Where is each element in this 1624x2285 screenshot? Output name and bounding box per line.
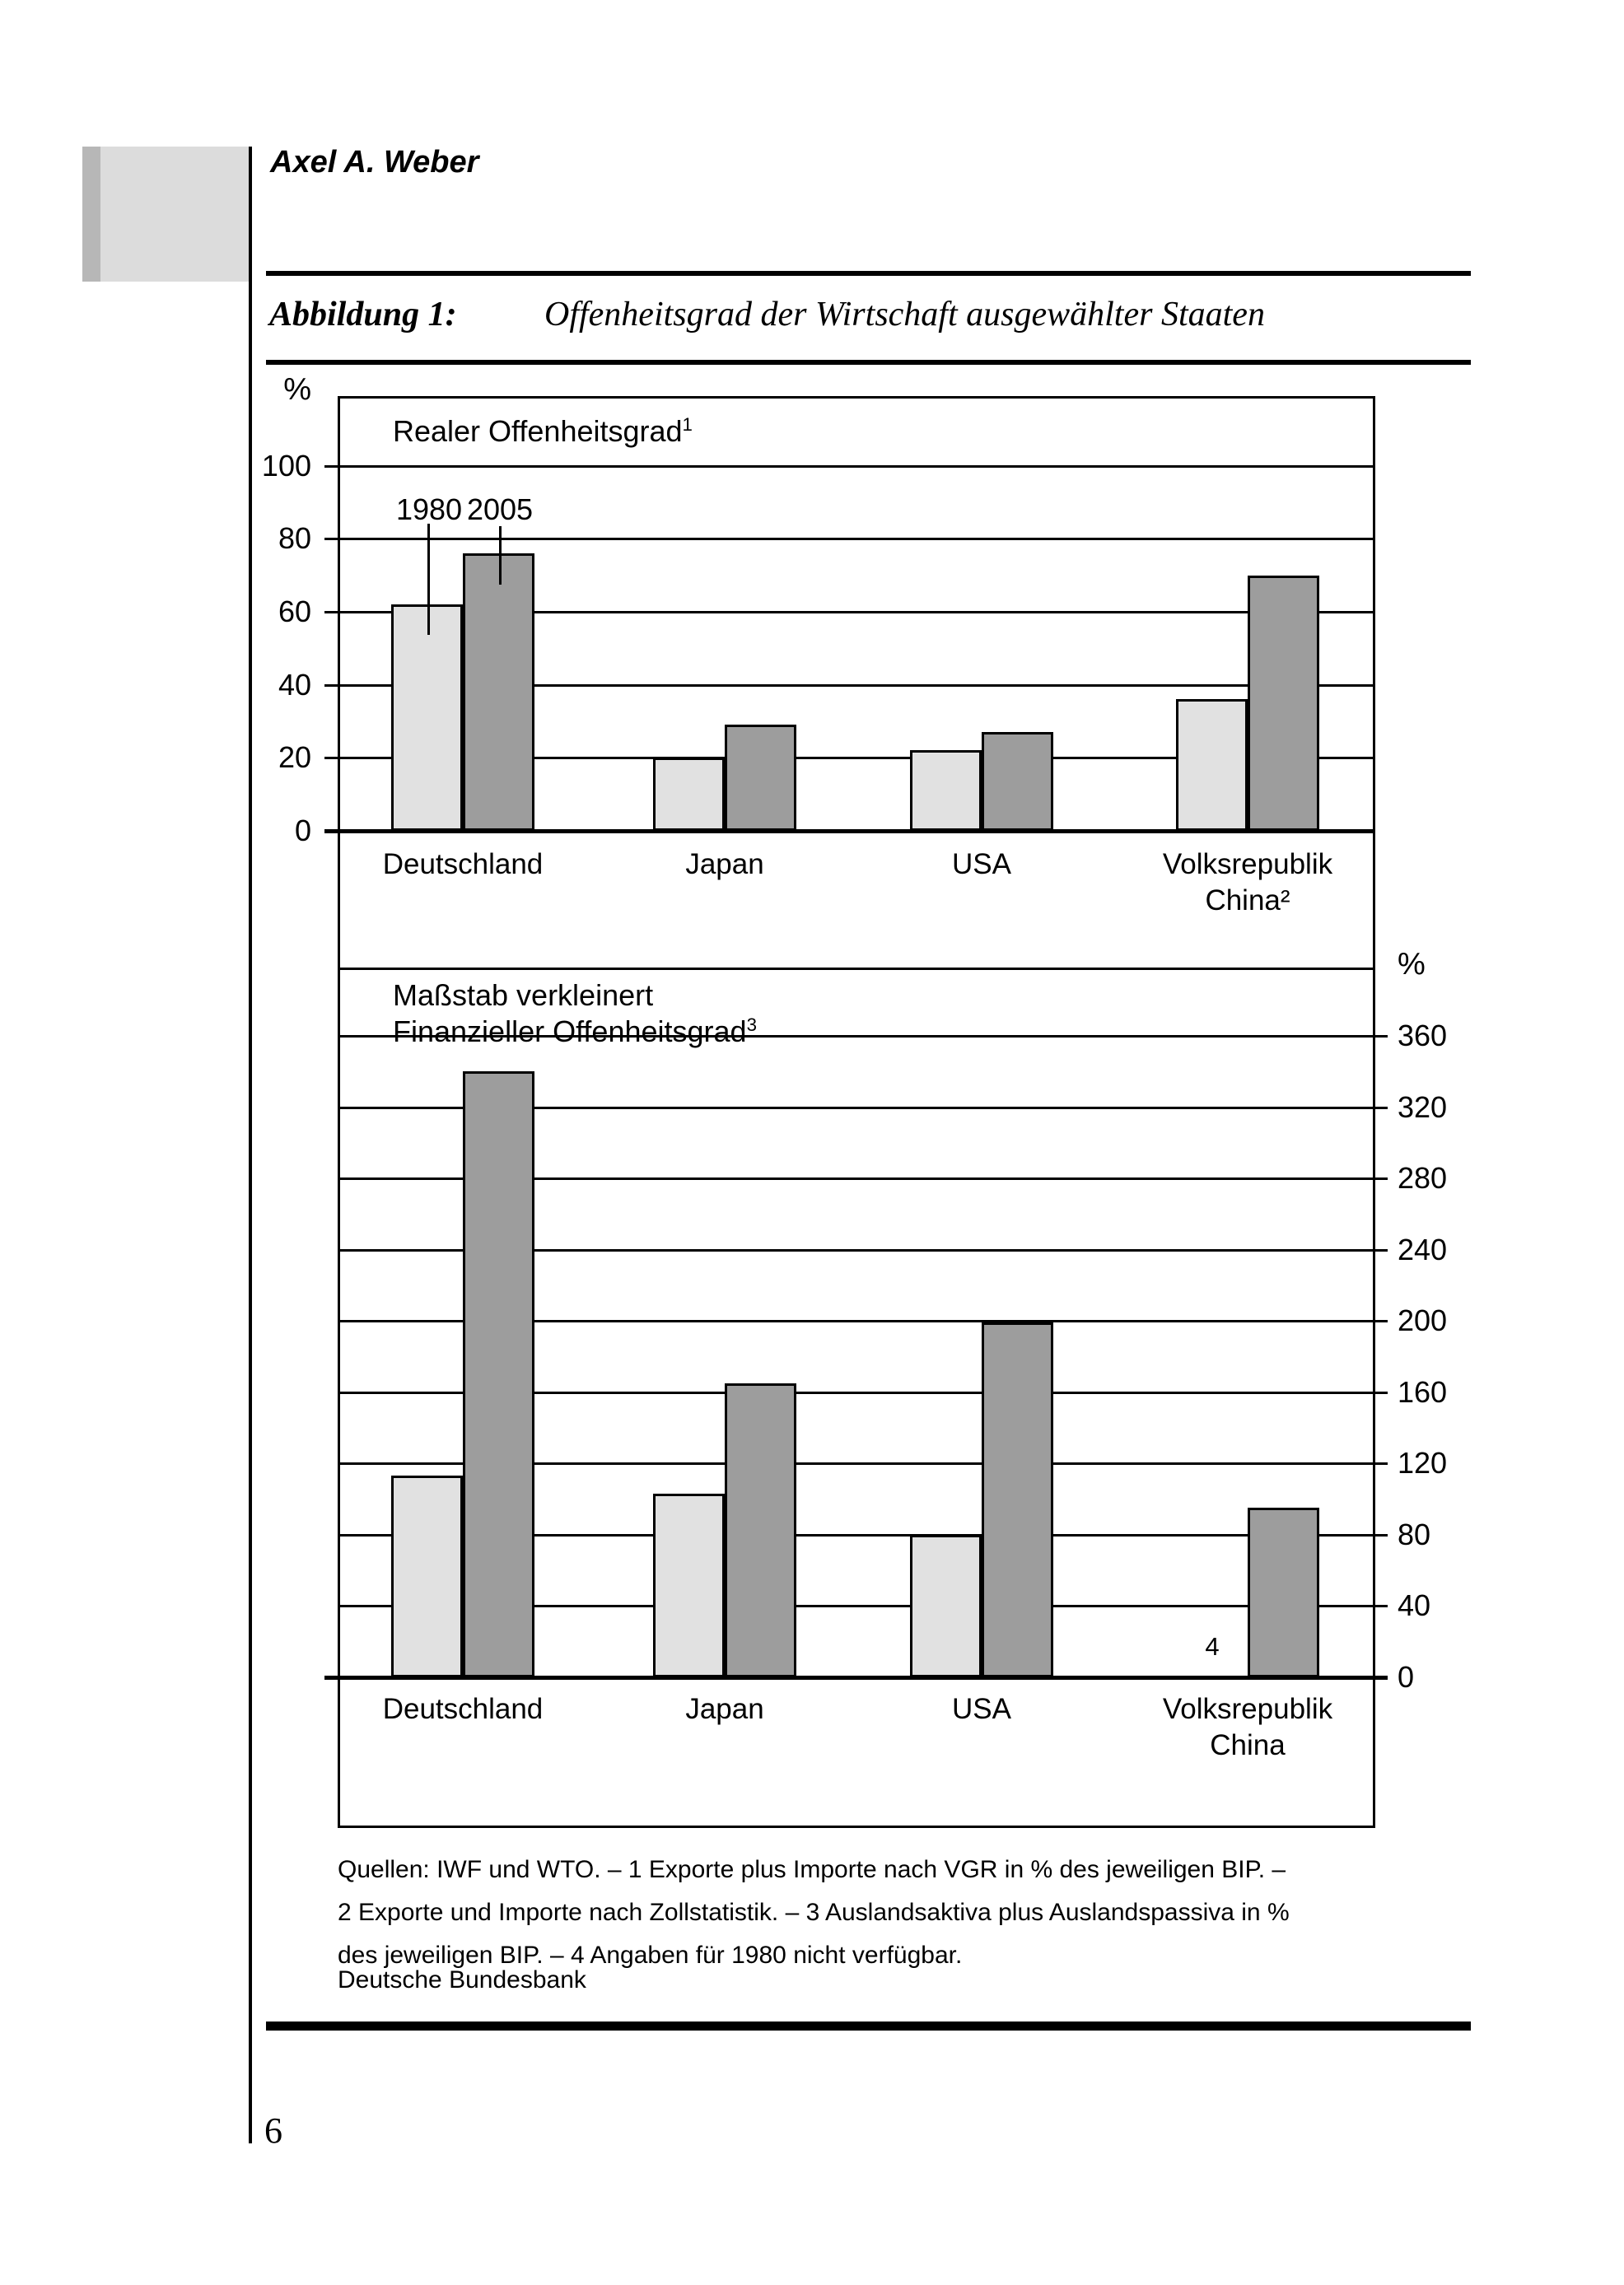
bottom-gridline-0 xyxy=(324,1676,1388,1680)
bottom-bar-2005-volksrepublik xyxy=(1248,1508,1319,1677)
chart-divider-line xyxy=(338,968,1375,970)
bottom-tick-label-40: 40 xyxy=(1398,1588,1431,1623)
footnote-line-2: 2 Exporte und Importe nach Zollstatistik… xyxy=(338,1899,1290,1926)
footer-rule xyxy=(266,2022,1471,2031)
page-number: 6 xyxy=(264,2110,282,2151)
top-tick-label-80: 80 xyxy=(278,521,311,556)
top-gridline-80 xyxy=(324,538,1375,541)
bottom-tick-label-240: 240 xyxy=(1398,1232,1448,1266)
bottom-category-label-deutschland: Deutschland xyxy=(382,1693,544,1725)
top-chart-title: Realer Offenheitsgrad1 xyxy=(393,414,693,449)
figure-label: Abbildung 1: xyxy=(269,296,457,333)
bottom-gridline-320 xyxy=(338,1106,1388,1109)
bottom-tick-label-120: 120 xyxy=(1398,1446,1448,1481)
legend-leader-line-2005 xyxy=(499,526,502,585)
top-bar-2005-japan xyxy=(725,725,796,831)
bottom-gridline-80 xyxy=(338,1533,1388,1537)
top-tick-label-20: 20 xyxy=(278,740,311,775)
top-chart-title-text: Realer Offenheitsgrad xyxy=(393,414,683,448)
bottom-gridline-280 xyxy=(338,1177,1388,1181)
top-tick-label-60: 60 xyxy=(278,594,311,628)
top-bar-1980-japan xyxy=(653,758,725,831)
bottom-category-label-usa: USA xyxy=(952,1693,1011,1725)
top-gridline-100 xyxy=(324,464,1375,468)
bottom-tick-label-160: 160 xyxy=(1398,1374,1448,1409)
bottom-tick-label-320: 320 xyxy=(1398,1089,1448,1124)
top-bar-2005-usa xyxy=(982,732,1053,831)
top-category-label-usa: USA xyxy=(952,848,1011,880)
top-gridline-60 xyxy=(324,610,1375,613)
top-gridline-0 xyxy=(324,829,1375,833)
bottom-bar-1980-deutschland xyxy=(391,1476,463,1677)
top-chart-unit-label: % xyxy=(283,372,311,407)
figure-title: Offenheitsgrad der Wirtschaft ausgewählt… xyxy=(544,296,1265,333)
bottom-bar-2005-deutschland xyxy=(463,1071,534,1677)
top-tick-label-40: 40 xyxy=(278,667,311,702)
top-bar-1980-deutschland xyxy=(391,604,463,831)
bottom-category-label-japan: Japan xyxy=(685,1693,764,1725)
bottom-chart-unit-label: % xyxy=(1398,947,1426,982)
publisher-credit: Deutsche Bundesbank xyxy=(338,1966,586,1994)
footnote-line-3: des jeweiligen BIP. – 4 Angaben für 1980… xyxy=(338,1942,963,1969)
bottom-bar-1980-japan xyxy=(653,1494,725,1677)
bottom-gridline-240 xyxy=(338,1248,1388,1252)
bottom-tick-label-200: 200 xyxy=(1398,1303,1448,1338)
bottom-tick-label-360: 360 xyxy=(1398,1018,1448,1052)
missing-data-footnote-marker: 4 xyxy=(1205,1632,1220,1661)
legend-leader-line-1980 xyxy=(427,524,430,635)
top-bar-1980-usa xyxy=(910,750,982,831)
top-tick-label-100: 100 xyxy=(261,448,311,483)
top-tick-label-0: 0 xyxy=(294,814,311,847)
bottom-gridline-160 xyxy=(338,1391,1388,1394)
bottom-gridline-200 xyxy=(338,1320,1388,1323)
corner-decoration xyxy=(82,147,251,282)
top-category-label-deutschland: Deutschland xyxy=(382,848,544,880)
bottom-tick-label-280: 280 xyxy=(1398,1161,1448,1196)
top-gridline-20 xyxy=(324,757,1375,760)
bottom-gridline-360 xyxy=(338,1034,1388,1038)
bottom-tick-label-0: 0 xyxy=(1398,1660,1415,1694)
bottom-category-label-volksrepublik: Volksrepublik China xyxy=(1162,1693,1333,1761)
top-gridline-40 xyxy=(324,683,1375,687)
top-bar-1980-volksrepublik xyxy=(1176,699,1248,831)
bottom-tick-label-80: 80 xyxy=(1398,1517,1431,1551)
left-margin-rule xyxy=(249,147,252,2143)
top-bar-2005-deutschland xyxy=(463,553,534,831)
bottom-bar-2005-japan xyxy=(725,1383,796,1677)
figure-frame xyxy=(338,396,1375,1828)
bottom-chart-subtitle-text: Finanzieller Offenheitsgrad xyxy=(393,1014,747,1048)
legend-label-2005: 2005 xyxy=(466,492,534,526)
bottom-bar-2005-usa xyxy=(982,1322,1053,1677)
bottom-bar-1980-usa xyxy=(910,1534,982,1677)
top-category-label-volksrepublik: Volksrepublik China² xyxy=(1162,848,1333,916)
title-rule-bottom xyxy=(266,360,1471,365)
author-header: Axel A. Weber xyxy=(270,145,479,180)
bottom-gridline-40 xyxy=(338,1605,1388,1608)
bottom-chart-title-line1: Maßstab verkleinert xyxy=(393,978,654,1012)
legend-label-1980: 1980 xyxy=(395,492,463,526)
bottom-chart-title-line2: Finanzieller Offenheitsgrad3 xyxy=(393,1014,757,1049)
bottom-gridline-120 xyxy=(338,1462,1388,1466)
title-rule-top xyxy=(266,271,1471,276)
corner-decoration-strip xyxy=(82,147,100,282)
top-bar-2005-volksrepublik xyxy=(1248,575,1319,831)
bottom-chart-subtitle-footnote-marker: 3 xyxy=(746,1014,757,1035)
top-category-label-japan: Japan xyxy=(685,848,764,880)
footnote-line-1: Quellen: IWF und WTO. – 1 Exporte plus I… xyxy=(338,1856,1286,1883)
top-chart-title-footnote-marker: 1 xyxy=(682,414,693,435)
